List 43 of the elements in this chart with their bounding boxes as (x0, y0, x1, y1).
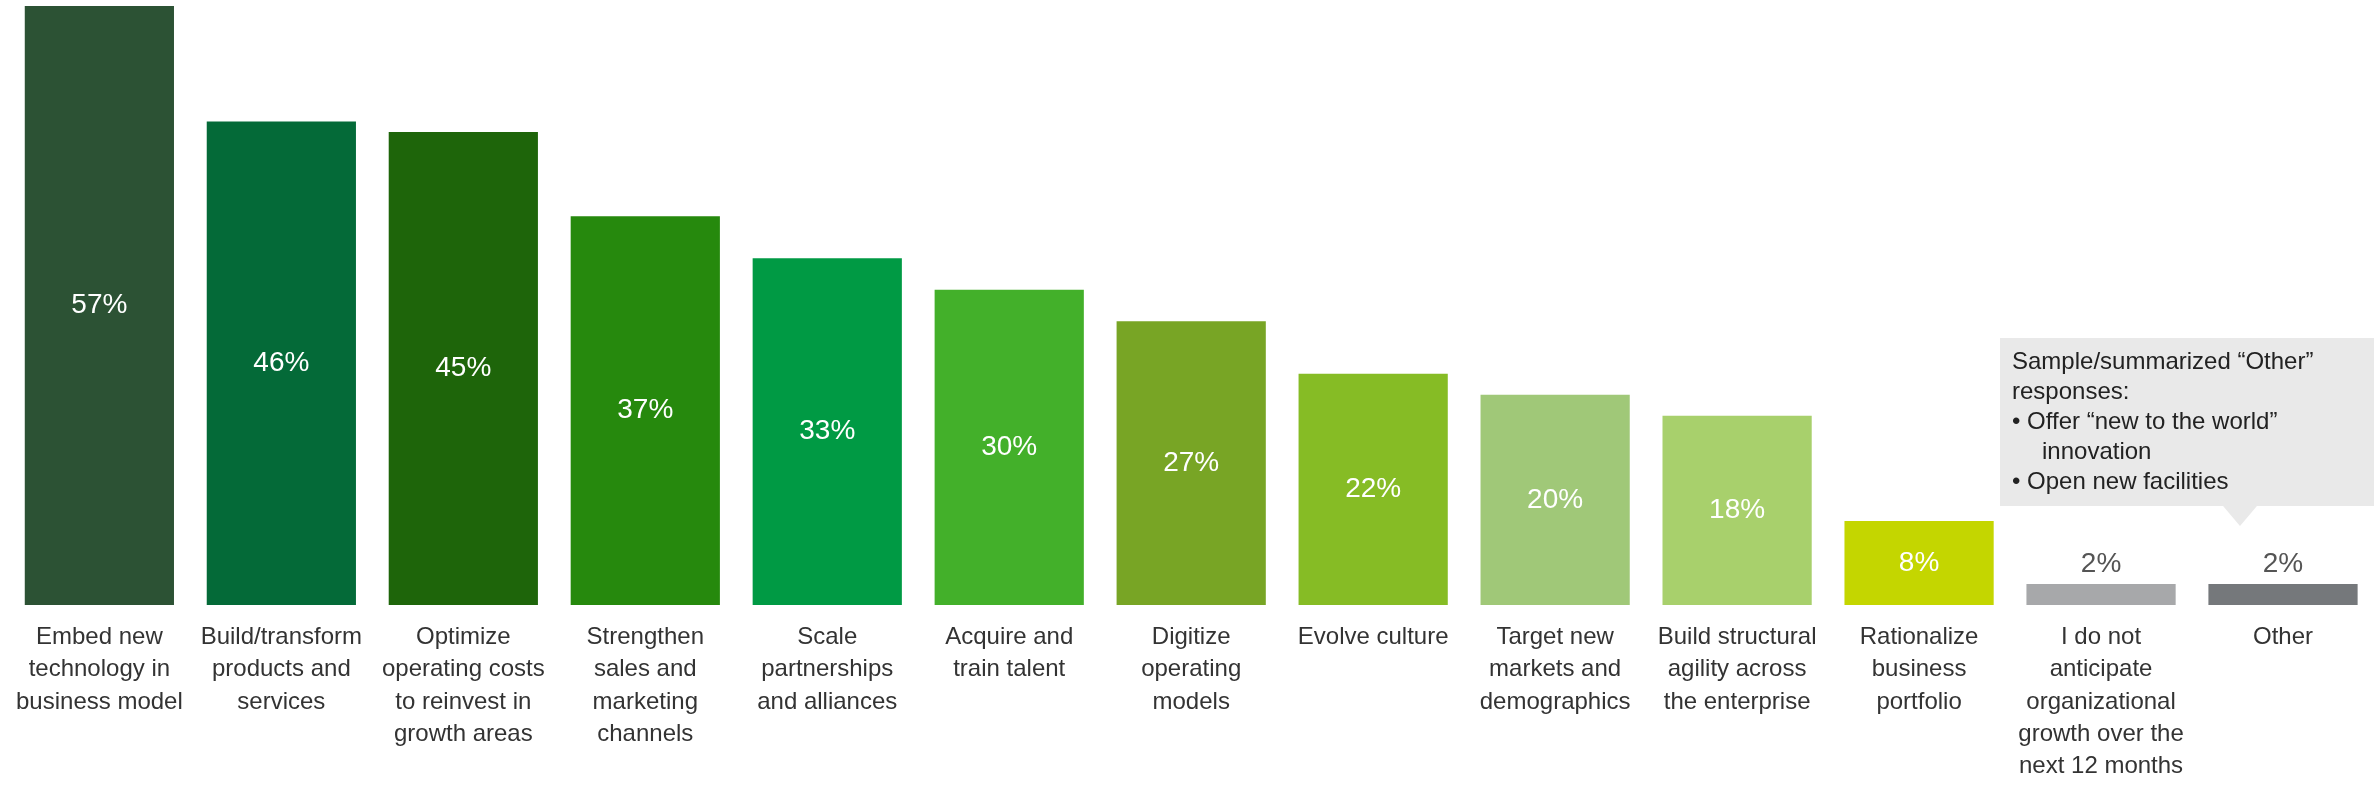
bar (752, 258, 902, 605)
data-label: 27% (1163, 445, 1220, 477)
data-label: 8% (1898, 545, 1940, 577)
bar (1480, 394, 1630, 605)
x-tick-label: Evolve culture (1297, 621, 1449, 649)
data-label: 45% (435, 351, 492, 383)
bar (206, 121, 356, 605)
bar (2026, 583, 2176, 605)
data-label: 20% (1527, 482, 1584, 514)
bar (1844, 520, 1994, 605)
bar (570, 216, 720, 605)
x-tick-label: Strengthen sales and marketing channels (586, 621, 704, 747)
bar (388, 132, 538, 605)
x-tick-label: Target new markets and demographics (1479, 621, 1631, 714)
callout-box: Sample/summarized “Other” responses: • Offer “new to the world” innovation • Open new facilities (2000, 338, 2374, 506)
x-tick-label: Build structural agility across the enterprise (1657, 621, 1817, 714)
x-tick-label: Rationalize business portfolio (1859, 621, 1979, 714)
data-label: 18% (1709, 493, 1766, 525)
annotation: • Offer “new to the world” innovation (2012, 406, 2279, 466)
x-tick-label: Scale partnerships and alliances (757, 621, 898, 714)
data-label: 33% (799, 414, 856, 446)
annotation: Sample/summarized “Other” responses: (2012, 346, 2315, 406)
bar (1298, 373, 1448, 605)
bar (2208, 583, 2358, 605)
x-tick-label: Embed new technology in business model (16, 621, 183, 714)
x-tick-label: Digitize operating models (1141, 621, 1242, 714)
data-label: 2% (2262, 546, 2304, 578)
bar (24, 6, 174, 605)
data-label: 46% (253, 346, 310, 378)
bar (1116, 321, 1266, 605)
data-label: 57% (71, 288, 128, 320)
x-tick-label: Build/transform products and services (200, 621, 363, 714)
data-label: 2% (2080, 546, 2122, 578)
annotation: • Open new facilities (2012, 466, 2230, 496)
x-tick-label: I do not anticipate organizational growth over the next 12 months (2018, 621, 2184, 779)
x-tick-label: Optimize operating costs to reinvest in growth areas (381, 621, 545, 747)
x-tick-label: Acquire and train talent (945, 621, 1074, 682)
bar (934, 289, 1084, 605)
data-label: 37% (617, 393, 674, 425)
data-label: 22% (1345, 472, 1402, 504)
bar (1662, 415, 1812, 605)
data-label: 30% (981, 430, 1038, 462)
x-tick-label: Other (2253, 621, 2314, 649)
